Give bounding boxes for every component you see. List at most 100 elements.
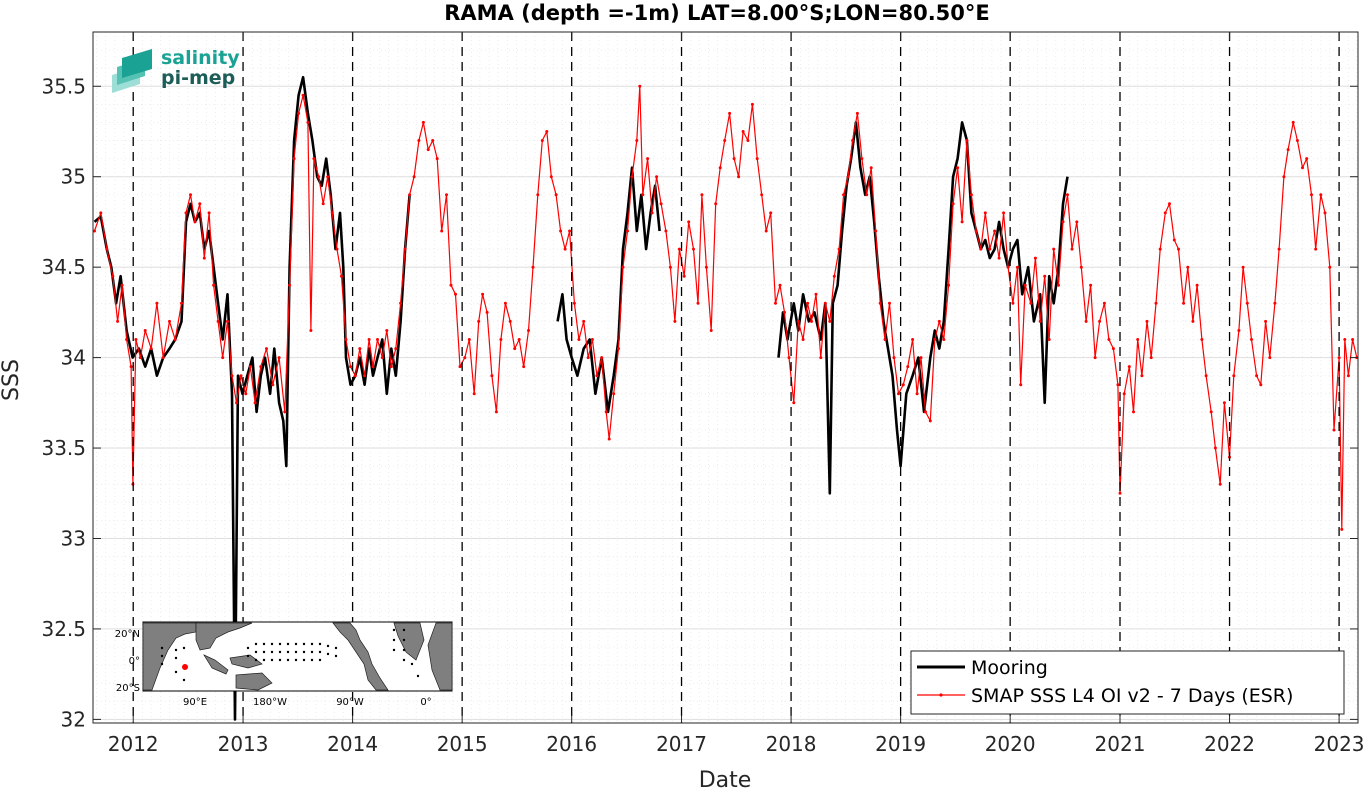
series-smap-point	[1195, 283, 1199, 287]
series-smap-point	[408, 193, 412, 197]
series-smap-point	[513, 347, 517, 351]
series-smap-point	[746, 139, 750, 142]
series-smap-point	[1343, 338, 1347, 341]
series-smap-point	[700, 193, 704, 197]
series-smap-point	[1255, 374, 1259, 378]
series-smap-point	[764, 229, 768, 233]
series-smap-point	[477, 319, 481, 323]
series-smap-point	[344, 338, 348, 341]
series-smap-point	[1245, 301, 1249, 305]
series-smap-point	[1232, 374, 1236, 378]
series-smap-point	[472, 392, 476, 396]
series-smap-point	[1127, 365, 1131, 369]
series-smap-point	[1149, 356, 1153, 360]
series-smap-point	[650, 211, 654, 215]
x-tick-label: 2012	[108, 732, 159, 756]
series-smap-point	[1273, 301, 1277, 305]
series-smap-point	[595, 374, 599, 378]
series-smap-point	[1145, 319, 1149, 323]
series-smap-point	[1182, 301, 1186, 305]
series-smap-point	[173, 338, 177, 341]
series-smap-point	[1277, 247, 1281, 251]
series-smap-point	[612, 392, 616, 396]
series-smap-point	[796, 319, 800, 323]
series-smap-point	[1241, 265, 1245, 269]
y-tick-label: 33.5	[41, 436, 86, 460]
series-smap-point	[277, 356, 281, 360]
series-smap-point	[919, 356, 923, 360]
series-smap-point	[1158, 247, 1162, 251]
series-smap-point	[993, 229, 997, 233]
series-smap-point	[536, 193, 540, 197]
series-smap-point	[1136, 338, 1140, 341]
series-smap-point	[1337, 356, 1341, 360]
series-smap-point	[1154, 301, 1158, 305]
year-boundaries	[132, 32, 1340, 723]
inset-lat-label-20n: 20°N	[115, 629, 140, 640]
inset-lon-label-0: 0°	[420, 697, 431, 708]
series-smap-point	[951, 202, 955, 206]
series-smap-point	[1200, 338, 1204, 341]
series-smap-point	[869, 166, 873, 170]
series-smap-point	[1305, 157, 1309, 161]
series-smap-point	[641, 193, 645, 197]
series-smap-point	[494, 410, 498, 414]
series-smap-point	[709, 329, 713, 332]
y-tick-label: 35.5	[41, 74, 86, 98]
series-smap-point	[371, 365, 375, 369]
series-smap-point	[1340, 527, 1344, 531]
series-smap-point	[846, 175, 850, 179]
series-smap-point	[1332, 428, 1336, 432]
x-tick-label: 2014	[327, 732, 378, 756]
series-smap	[93, 84, 1359, 531]
series-smap-point	[189, 193, 192, 197]
legend-label-mooring: Mooring	[971, 657, 1048, 679]
series-smap-point	[604, 410, 608, 414]
series-smap-point	[149, 347, 153, 351]
series-smap-point	[933, 338, 937, 341]
series-smap-point	[1186, 265, 1190, 269]
series-smap-point	[806, 301, 810, 305]
salinity-pi-mep-logo: salinity pi-mep	[112, 47, 240, 93]
series-smap-point	[1237, 329, 1241, 332]
series-smap-point	[380, 356, 384, 360]
series-smap-point	[198, 202, 202, 206]
series-smap-point	[394, 347, 398, 351]
series-smap-point	[1314, 247, 1318, 251]
x-tick-label: 2022	[1204, 732, 1255, 756]
series-smap-point	[1209, 410, 1213, 414]
x-tick-label: 2023	[1314, 732, 1365, 756]
series-smap-point	[865, 193, 869, 197]
series-smap-point	[828, 319, 832, 323]
series-smap-point	[306, 120, 310, 124]
series-smap-point	[1079, 265, 1083, 269]
series-smap-point	[600, 356, 604, 360]
series-smap-point	[412, 175, 416, 179]
series-smap-point	[202, 256, 206, 260]
series-smap-point	[942, 338, 946, 341]
plot-series	[93, 75, 1359, 721]
series-smap-point	[741, 130, 745, 133]
mooring-array-dots	[160, 628, 420, 682]
series-smap-point	[508, 319, 512, 323]
series-smap-point	[677, 247, 681, 251]
y-tick-label: 35	[61, 165, 86, 189]
series-smap-point	[363, 374, 367, 378]
series-smap-point	[728, 111, 732, 115]
series-smap-point	[655, 175, 659, 179]
series-smap-point	[915, 392, 919, 396]
series-smap-point	[467, 338, 471, 341]
series-smap-point	[1118, 491, 1122, 495]
series-smap-point	[93, 229, 96, 233]
series-smap-point	[485, 310, 489, 314]
series-smap-point	[1168, 202, 1171, 206]
series-smap-point	[292, 157, 296, 161]
series-smap-point	[750, 102, 754, 106]
series-smap-point	[545, 130, 549, 133]
series-smap-point	[1132, 410, 1135, 414]
series-smap-point	[837, 247, 841, 251]
x-tick-label: 2013	[218, 732, 269, 756]
inset-map: 20°N 0° 20°S 90°E 180°W 90°W 0°	[115, 621, 453, 708]
series-smap-point	[161, 356, 165, 360]
series-smap-point	[1264, 319, 1268, 323]
